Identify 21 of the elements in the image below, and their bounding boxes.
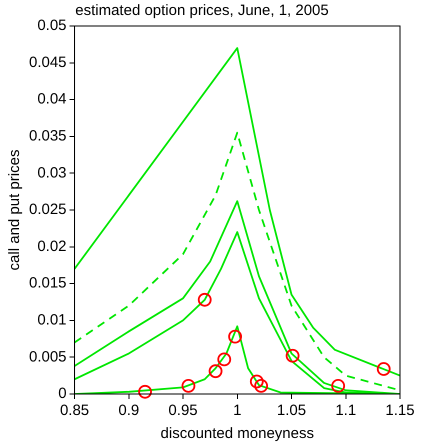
y-axis-title: call and put prices [6, 150, 24, 270]
y-tick-label: 0.045 [28, 54, 67, 71]
x-tick-label: 1 [233, 402, 242, 420]
chart-title: estimated option prices, June, 1, 2005 [75, 2, 329, 20]
y-tick-label: 0.035 [28, 128, 67, 145]
y-tick-label: 0.04 [37, 90, 67, 108]
x-tick-label: 0.95 [168, 402, 198, 420]
x-axis-title: discounted moneyness [160, 425, 314, 442]
y-tick-label: 0.05 [37, 17, 67, 34]
x-tick-label: 0.9 [118, 402, 140, 420]
y-tick-label: 0.03 [37, 164, 67, 182]
x-tick-label: 1.15 [385, 402, 415, 420]
x-tick-label: 1.05 [276, 402, 306, 420]
y-tick-label: 0 [58, 385, 67, 402]
y-tick-label: 0.02 [37, 238, 67, 255]
y-tick-label: 0.025 [28, 201, 67, 218]
y-tick-label: 0.005 [28, 348, 67, 366]
x-tick-label: 0.85 [60, 402, 90, 420]
y-tick-label: 0.015 [28, 274, 67, 292]
y-tick-label: 0.01 [37, 312, 67, 329]
x-tick-label: 1.1 [335, 402, 356, 420]
